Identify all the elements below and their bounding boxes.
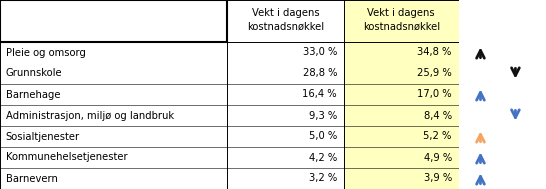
Text: Barnevern: Barnevern: [5, 174, 57, 184]
Text: 25,9 %: 25,9 %: [417, 68, 452, 78]
Text: Barnehage: Barnehage: [5, 90, 60, 99]
Text: 8,4 %: 8,4 %: [424, 111, 452, 121]
Text: Vekt i dagens
kostnadsnøkkel: Vekt i dagens kostnadsnøkkel: [363, 9, 440, 32]
Text: 4,2 %: 4,2 %: [309, 153, 337, 163]
Text: 5,0 %: 5,0 %: [309, 132, 337, 142]
Text: Kommunehelsetjenester: Kommunehelsetjenester: [5, 153, 127, 163]
Text: 3,2 %: 3,2 %: [309, 174, 337, 184]
Text: Grunnskole: Grunnskole: [5, 68, 62, 78]
Bar: [344, 0, 459, 189]
Text: 4,9 %: 4,9 %: [424, 153, 452, 163]
Text: 28,8 %: 28,8 %: [302, 68, 337, 78]
Text: 33,0 %: 33,0 %: [302, 47, 337, 57]
Text: 5,2 %: 5,2 %: [423, 132, 452, 142]
Text: 16,4 %: 16,4 %: [302, 90, 337, 99]
Text: 34,8 %: 34,8 %: [417, 47, 452, 57]
Text: 3,9 %: 3,9 %: [424, 174, 452, 184]
Text: Pleie og omsorg: Pleie og omsorg: [5, 47, 85, 57]
Text: 17,0 %: 17,0 %: [417, 90, 452, 99]
Text: Administrasjon, miljø og landbruk: Administrasjon, miljø og landbruk: [5, 111, 174, 121]
Text: Sosialtjenester: Sosialtjenester: [5, 132, 80, 142]
Text: 9,3 %: 9,3 %: [309, 111, 337, 121]
Text: Vekt i dagens
kostnadsnøkkel: Vekt i dagens kostnadsnøkkel: [247, 9, 324, 32]
